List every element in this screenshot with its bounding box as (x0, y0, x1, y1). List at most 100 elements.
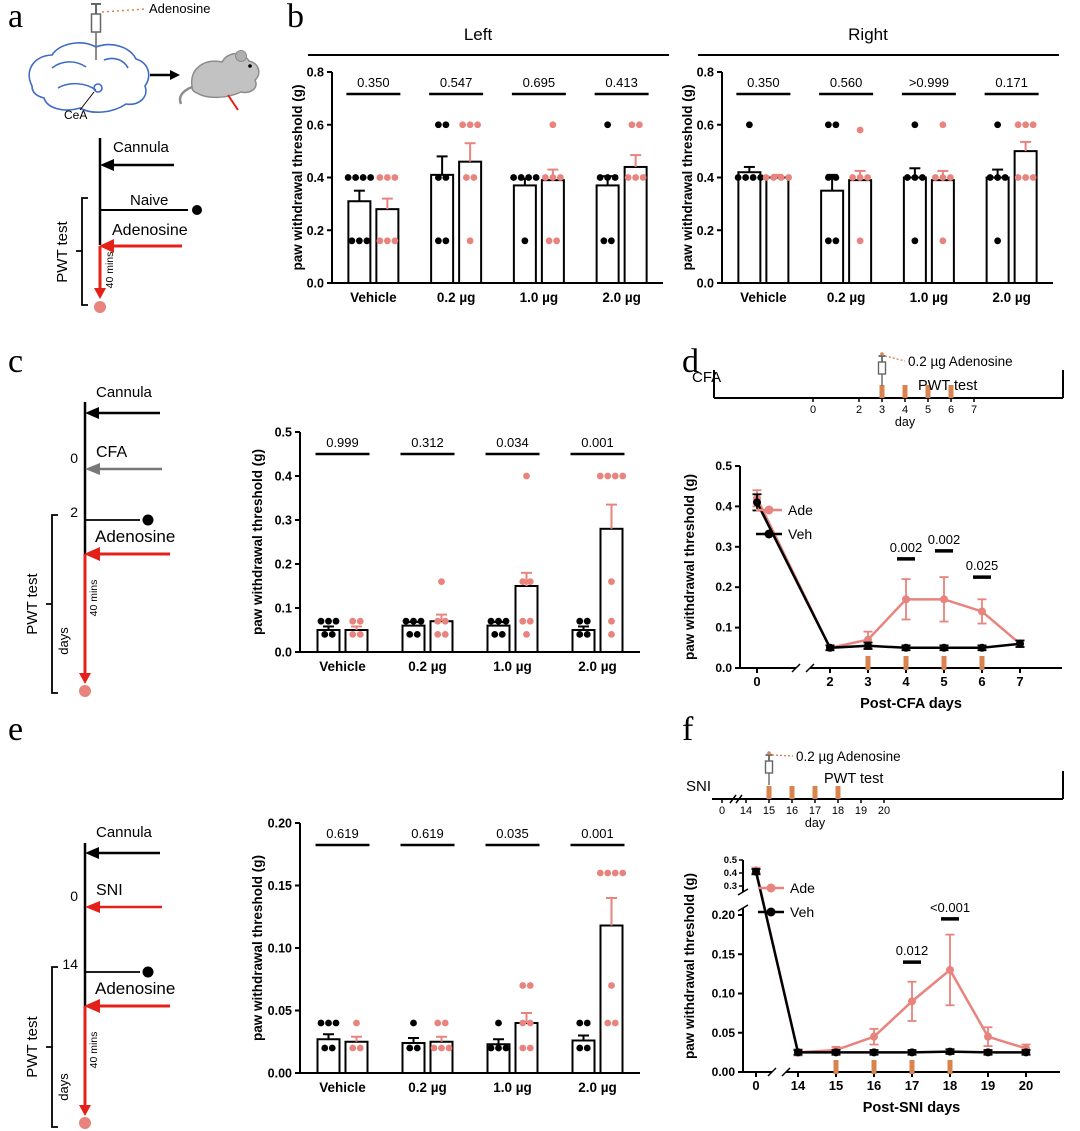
scatter-dot (856, 126, 864, 134)
adenosine-dotted-line (101, 8, 147, 13)
timeline-duration-label: 40 mins (88, 580, 100, 617)
scatter-dot (583, 1019, 591, 1027)
scatter-dot (526, 617, 534, 625)
bar-veh (512, 184, 537, 285)
scatter-dot (994, 121, 1002, 129)
y-tick-label: 0.05 (268, 1004, 292, 1018)
y-axis-title: paw withdrawal threshold (g) (682, 873, 697, 1059)
chart-c-cfa-dose-response: 0.0 0.1 0.2 0.3 0.4 0.5 paw withdrawal thresho… (250, 426, 640, 674)
p-value: 0.350 (747, 75, 780, 90)
y-axis-title: paw withdrawal threshold (g) (290, 84, 305, 270)
timeline-cannula-label: Cannula (113, 139, 170, 156)
y-tick-label: 0.5 (275, 426, 292, 440)
inset-day-tick-label: 0 (810, 404, 816, 416)
data-point-veh (940, 643, 948, 652)
scatter-dot (604, 1019, 612, 1027)
p-value: 0.695 (523, 75, 556, 90)
scatter-dot (619, 472, 627, 480)
scatter-dot (523, 472, 530, 480)
inset-axis-break (729, 794, 737, 804)
p-value: 0.035 (496, 826, 529, 841)
x-category-label: 1.0 µg (910, 290, 949, 305)
x-category-label: Vehicle (350, 290, 397, 305)
p-value: 0.012 (896, 943, 929, 958)
inset-day-tick-label: 15 (763, 805, 775, 817)
bar-ade (1013, 150, 1038, 284)
inset-syringe-icon (764, 751, 774, 785)
scatter-dot (608, 617, 615, 625)
y-axis-title: paw withdrawal threshold (g) (680, 84, 695, 270)
pwt-endpoint-dot (94, 301, 106, 313)
injection-tick (979, 656, 985, 670)
panel-a-cea-label: CeA (64, 108, 87, 122)
y-tick-label: 0.1 (715, 621, 732, 635)
p-value: 0.034 (496, 435, 529, 450)
y-tick-label: 0.0 (697, 277, 714, 291)
x-tick-label: 2 (826, 674, 833, 689)
scatter-dot (1022, 174, 1030, 181)
scatter-dot (434, 174, 442, 181)
adenosine-arrow (84, 999, 170, 1013)
scatter-dot (498, 631, 506, 638)
scatter-dot (466, 121, 474, 129)
inset-day-axis-label: day (895, 415, 916, 429)
scatter-dot (442, 121, 450, 129)
legend-marker (764, 505, 774, 515)
scatter-dot (604, 472, 612, 480)
bar-ade (429, 620, 454, 653)
scatter-dot (632, 174, 640, 181)
scatter-dot (413, 631, 421, 638)
brain-diagram (28, 42, 150, 113)
inset-day-tick-label: 0 (719, 805, 725, 817)
bar-veh (820, 189, 845, 284)
scatter-dot (495, 617, 502, 625)
inset-day-tick-label: 16 (786, 805, 798, 817)
inset-adenosine-label: 0.2 µg Adenosine (908, 354, 1013, 369)
scatter-dot (553, 237, 561, 245)
rect (764, 760, 774, 774)
scatter-dot (918, 174, 926, 181)
p-value: 0.002 (928, 532, 961, 547)
cfa-arrow (85, 463, 162, 475)
y-tick-label: 0.0 (715, 661, 732, 675)
scatter-dot (608, 578, 615, 585)
scatter-dot (491, 631, 499, 638)
y-tick-label: 0.20 (712, 908, 736, 922)
timeline-duration-label: 40 mins (88, 1032, 100, 1069)
pwt-bracket (46, 966, 58, 1128)
scatter-dot (832, 174, 840, 181)
y-axis-title: paw withdrawal threshold (g) (250, 449, 265, 635)
scatter-dot (770, 174, 778, 181)
scatter-dot (466, 237, 474, 245)
scatter-dot (376, 174, 384, 181)
scatter-dot (434, 1019, 442, 1027)
scatter-dot (325, 617, 332, 625)
inset-injection-bar (812, 786, 818, 799)
y-tick-label: 0.15 (268, 879, 292, 893)
scatter-dot (604, 869, 612, 877)
scatter-dot (406, 1044, 414, 1052)
injection-tick (903, 656, 909, 670)
inset-model-label: CFA (692, 369, 721, 386)
x-tick-label: 0 (752, 1078, 759, 1093)
panel-f-letter: f (682, 711, 694, 748)
timeline-pwt-label: PWT test (24, 572, 41, 634)
scatter-dot (939, 174, 947, 181)
scatter-dot (526, 1044, 534, 1052)
x-axis-break (791, 663, 801, 673)
scatter-dot (583, 1044, 591, 1052)
p-value: 0.413 (605, 75, 638, 90)
x-category-label: Vehicle (319, 1080, 366, 1095)
scatter-dot (487, 1044, 495, 1052)
cannula-arrow (85, 407, 160, 419)
y-tick-label: 0.4 (697, 171, 714, 185)
x-tick-label: 14 (791, 1078, 806, 1093)
scatter-dot (624, 174, 632, 181)
x-tick-label: 0 (753, 674, 760, 689)
scatter-dot (495, 1044, 502, 1052)
inset-model-label: SNI (686, 778, 711, 795)
timeline-day0-label: 0 (70, 450, 78, 466)
inset-injection-bar (902, 385, 908, 398)
scatter-dot (532, 174, 540, 181)
x-category-label: 2.0 µg (602, 290, 641, 305)
